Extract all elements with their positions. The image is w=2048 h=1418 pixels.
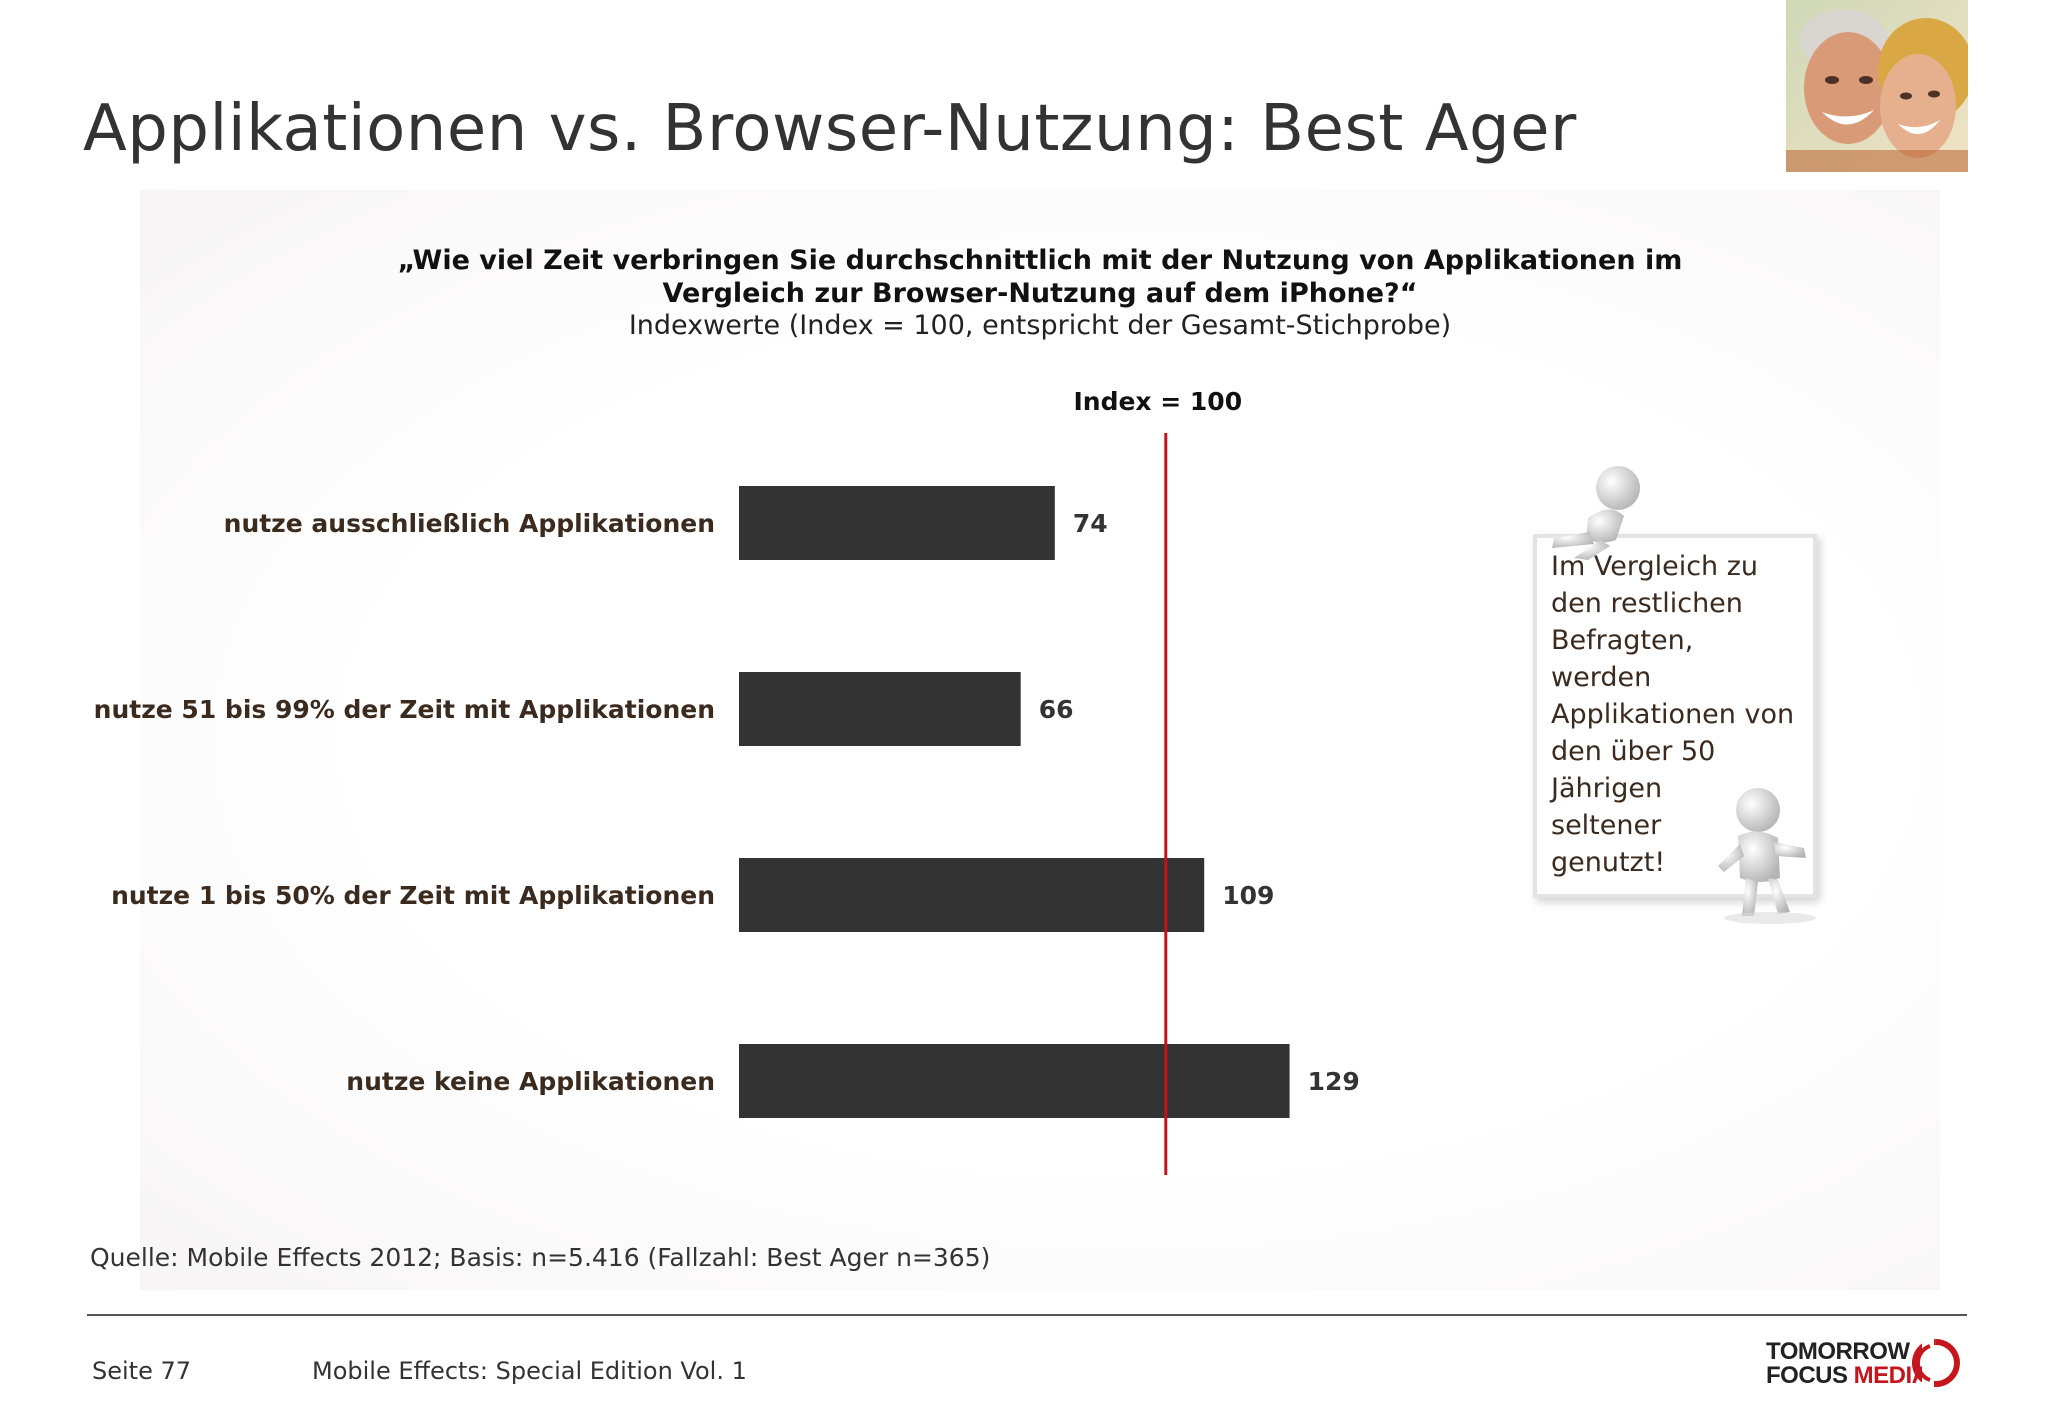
survey-question: „Wie viel Zeit verbringen Sie durchschni… bbox=[300, 244, 1780, 310]
note-line: den über 50 bbox=[1551, 736, 1716, 767]
question-line-2: Vergleich zur Browser-Nutzung auf dem iP… bbox=[662, 278, 1418, 309]
bar bbox=[739, 486, 1055, 560]
chart-labels-group: nutze ausschließlich Applikationen 74 nutz… bbox=[94, 509, 1360, 1096]
chart-subtitle: Indexwerte (Index = 100, entspricht der … bbox=[628, 310, 1452, 341]
logo-ring-icon bbox=[1912, 1338, 1960, 1388]
note-line: Befragten, bbox=[1551, 625, 1694, 656]
note-line: den restlichen bbox=[1551, 588, 1743, 619]
note-line: seltener bbox=[1551, 810, 1662, 841]
source-note: Quelle: Mobile Effects 2012; Basis: n=5.… bbox=[90, 1243, 991, 1272]
question-line-1: „Wie viel Zeit verbringen Sie durchschni… bbox=[397, 245, 1683, 276]
note-line: Applikationen von bbox=[1551, 699, 1795, 730]
category-label: nutze ausschließlich Applikationen bbox=[224, 509, 715, 538]
chart-bars-group bbox=[739, 486, 1290, 1118]
edition-label: Mobile Effects: Special Edition Vol. 1 bbox=[312, 1357, 747, 1385]
tomorrow-focus-media-logo: TOMORROW FOCUS MEDIA bbox=[1766, 1338, 1976, 1398]
note-line: Jährigen bbox=[1551, 773, 1663, 804]
data-label: 109 bbox=[1222, 881, 1274, 910]
couple-photo-icon bbox=[1786, 0, 1968, 172]
category-label: nutze 51 bis 99% der Zeit mit Applikatio… bbox=[94, 695, 715, 724]
figure-holding-board-icon bbox=[1718, 788, 1816, 924]
bar bbox=[739, 1044, 1290, 1118]
footer-divider bbox=[87, 1314, 1967, 1316]
note-line: genutzt! bbox=[1551, 847, 1666, 878]
note-line: werden bbox=[1551, 662, 1652, 693]
figure-pushing-board-icon bbox=[1552, 466, 1640, 560]
data-label: 129 bbox=[1308, 1067, 1360, 1096]
bar bbox=[739, 858, 1205, 932]
page-number: Seite 77 bbox=[92, 1357, 192, 1385]
couple-photo bbox=[1786, 0, 1968, 172]
logo-line-1: TOMORROW bbox=[1766, 1338, 1910, 1365]
logo-line-2: FOCUS MEDIA bbox=[1766, 1362, 1929, 1390]
logo-focus: FOCUS bbox=[1766, 1362, 1848, 1389]
data-label: 66 bbox=[1039, 695, 1074, 724]
note-text: Im Vergleich zu den restlichen Befragten… bbox=[1551, 548, 1811, 881]
data-label: 74 bbox=[1073, 509, 1108, 538]
category-label: nutze 1 bis 50% der Zeit mit Applikation… bbox=[111, 881, 715, 910]
bar bbox=[739, 672, 1021, 746]
index-reference-label: Index = 100 bbox=[1073, 387, 1242, 416]
page-title: Applikationen vs. Browser-Nutzung: Best … bbox=[83, 92, 1577, 166]
category-label: nutze keine Applikationen bbox=[346, 1067, 715, 1096]
